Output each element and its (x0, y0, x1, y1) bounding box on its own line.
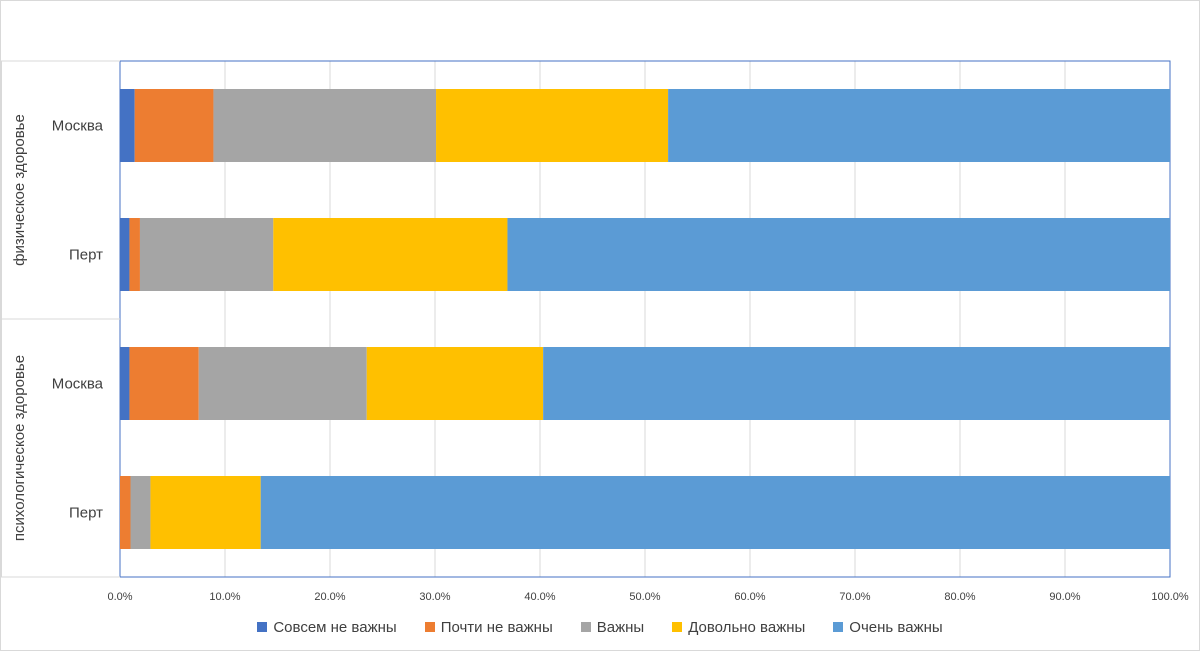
bar-segment (668, 89, 1170, 162)
bar-segment (436, 89, 669, 162)
legend-swatch (833, 622, 844, 632)
category-label: Москва (52, 376, 104, 393)
bar-segment (134, 89, 214, 162)
legend-item: Довольно важны (672, 619, 805, 636)
x-tick-label: 100.0% (1151, 591, 1189, 603)
bar-segment (273, 218, 508, 291)
bar-segment (198, 347, 367, 420)
legend-swatch (580, 622, 591, 632)
x-tick-label: 80.0% (944, 591, 975, 603)
legend-item: Почти не важны (424, 618, 553, 636)
bar-segment (120, 218, 130, 291)
legend-item: Важны (580, 618, 645, 636)
x-tick-label: 70.0% (839, 591, 870, 603)
x-tick-label: 20.0% (314, 591, 345, 603)
category-label: Перт (69, 247, 103, 264)
legend-item: Очень важны (833, 618, 943, 636)
bar-segment (543, 347, 1170, 420)
bar-segment (366, 347, 544, 420)
group-label: психологическое здоровье (11, 355, 28, 541)
legend: Совсем не важны Почти не важны Важны Доволь… (1, 613, 1199, 641)
bar-segment (120, 347, 130, 420)
bar-segment (120, 476, 131, 549)
bar-segment (260, 476, 1170, 549)
legend-label: Довольно важны (688, 618, 806, 636)
legend-label: Почти не важны (440, 618, 553, 636)
bar-segment (130, 476, 151, 549)
legend-swatch (672, 622, 683, 632)
legend-label: Очень важны (849, 618, 943, 636)
bar-segment (129, 218, 140, 291)
legend-label: Совсем не важны (273, 618, 397, 636)
bar-segment (150, 476, 261, 549)
x-tick-label: 0.0% (107, 591, 132, 603)
x-tick-label: 40.0% (524, 591, 555, 603)
x-tick-label: 90.0% (1049, 591, 1080, 603)
x-tick-label: 30.0% (419, 591, 450, 603)
legend-swatch (257, 622, 268, 632)
bar-segment (507, 218, 1170, 291)
category-label: Москва (52, 118, 104, 135)
group-label: физическое здоровье (11, 114, 28, 266)
x-tick-label: 60.0% (734, 591, 765, 603)
bar-segment (139, 218, 274, 291)
x-tick-label: 10.0% (209, 591, 240, 603)
bar-segment (129, 347, 199, 420)
legend-label: Важны (596, 618, 645, 636)
legend-swatch (424, 622, 435, 632)
x-tick-label: 50.0% (629, 591, 660, 603)
bar-segment (120, 89, 135, 162)
bar-segment (213, 89, 437, 162)
legend-item: Совсем не важны (257, 618, 397, 636)
category-label: Перт (69, 505, 103, 522)
